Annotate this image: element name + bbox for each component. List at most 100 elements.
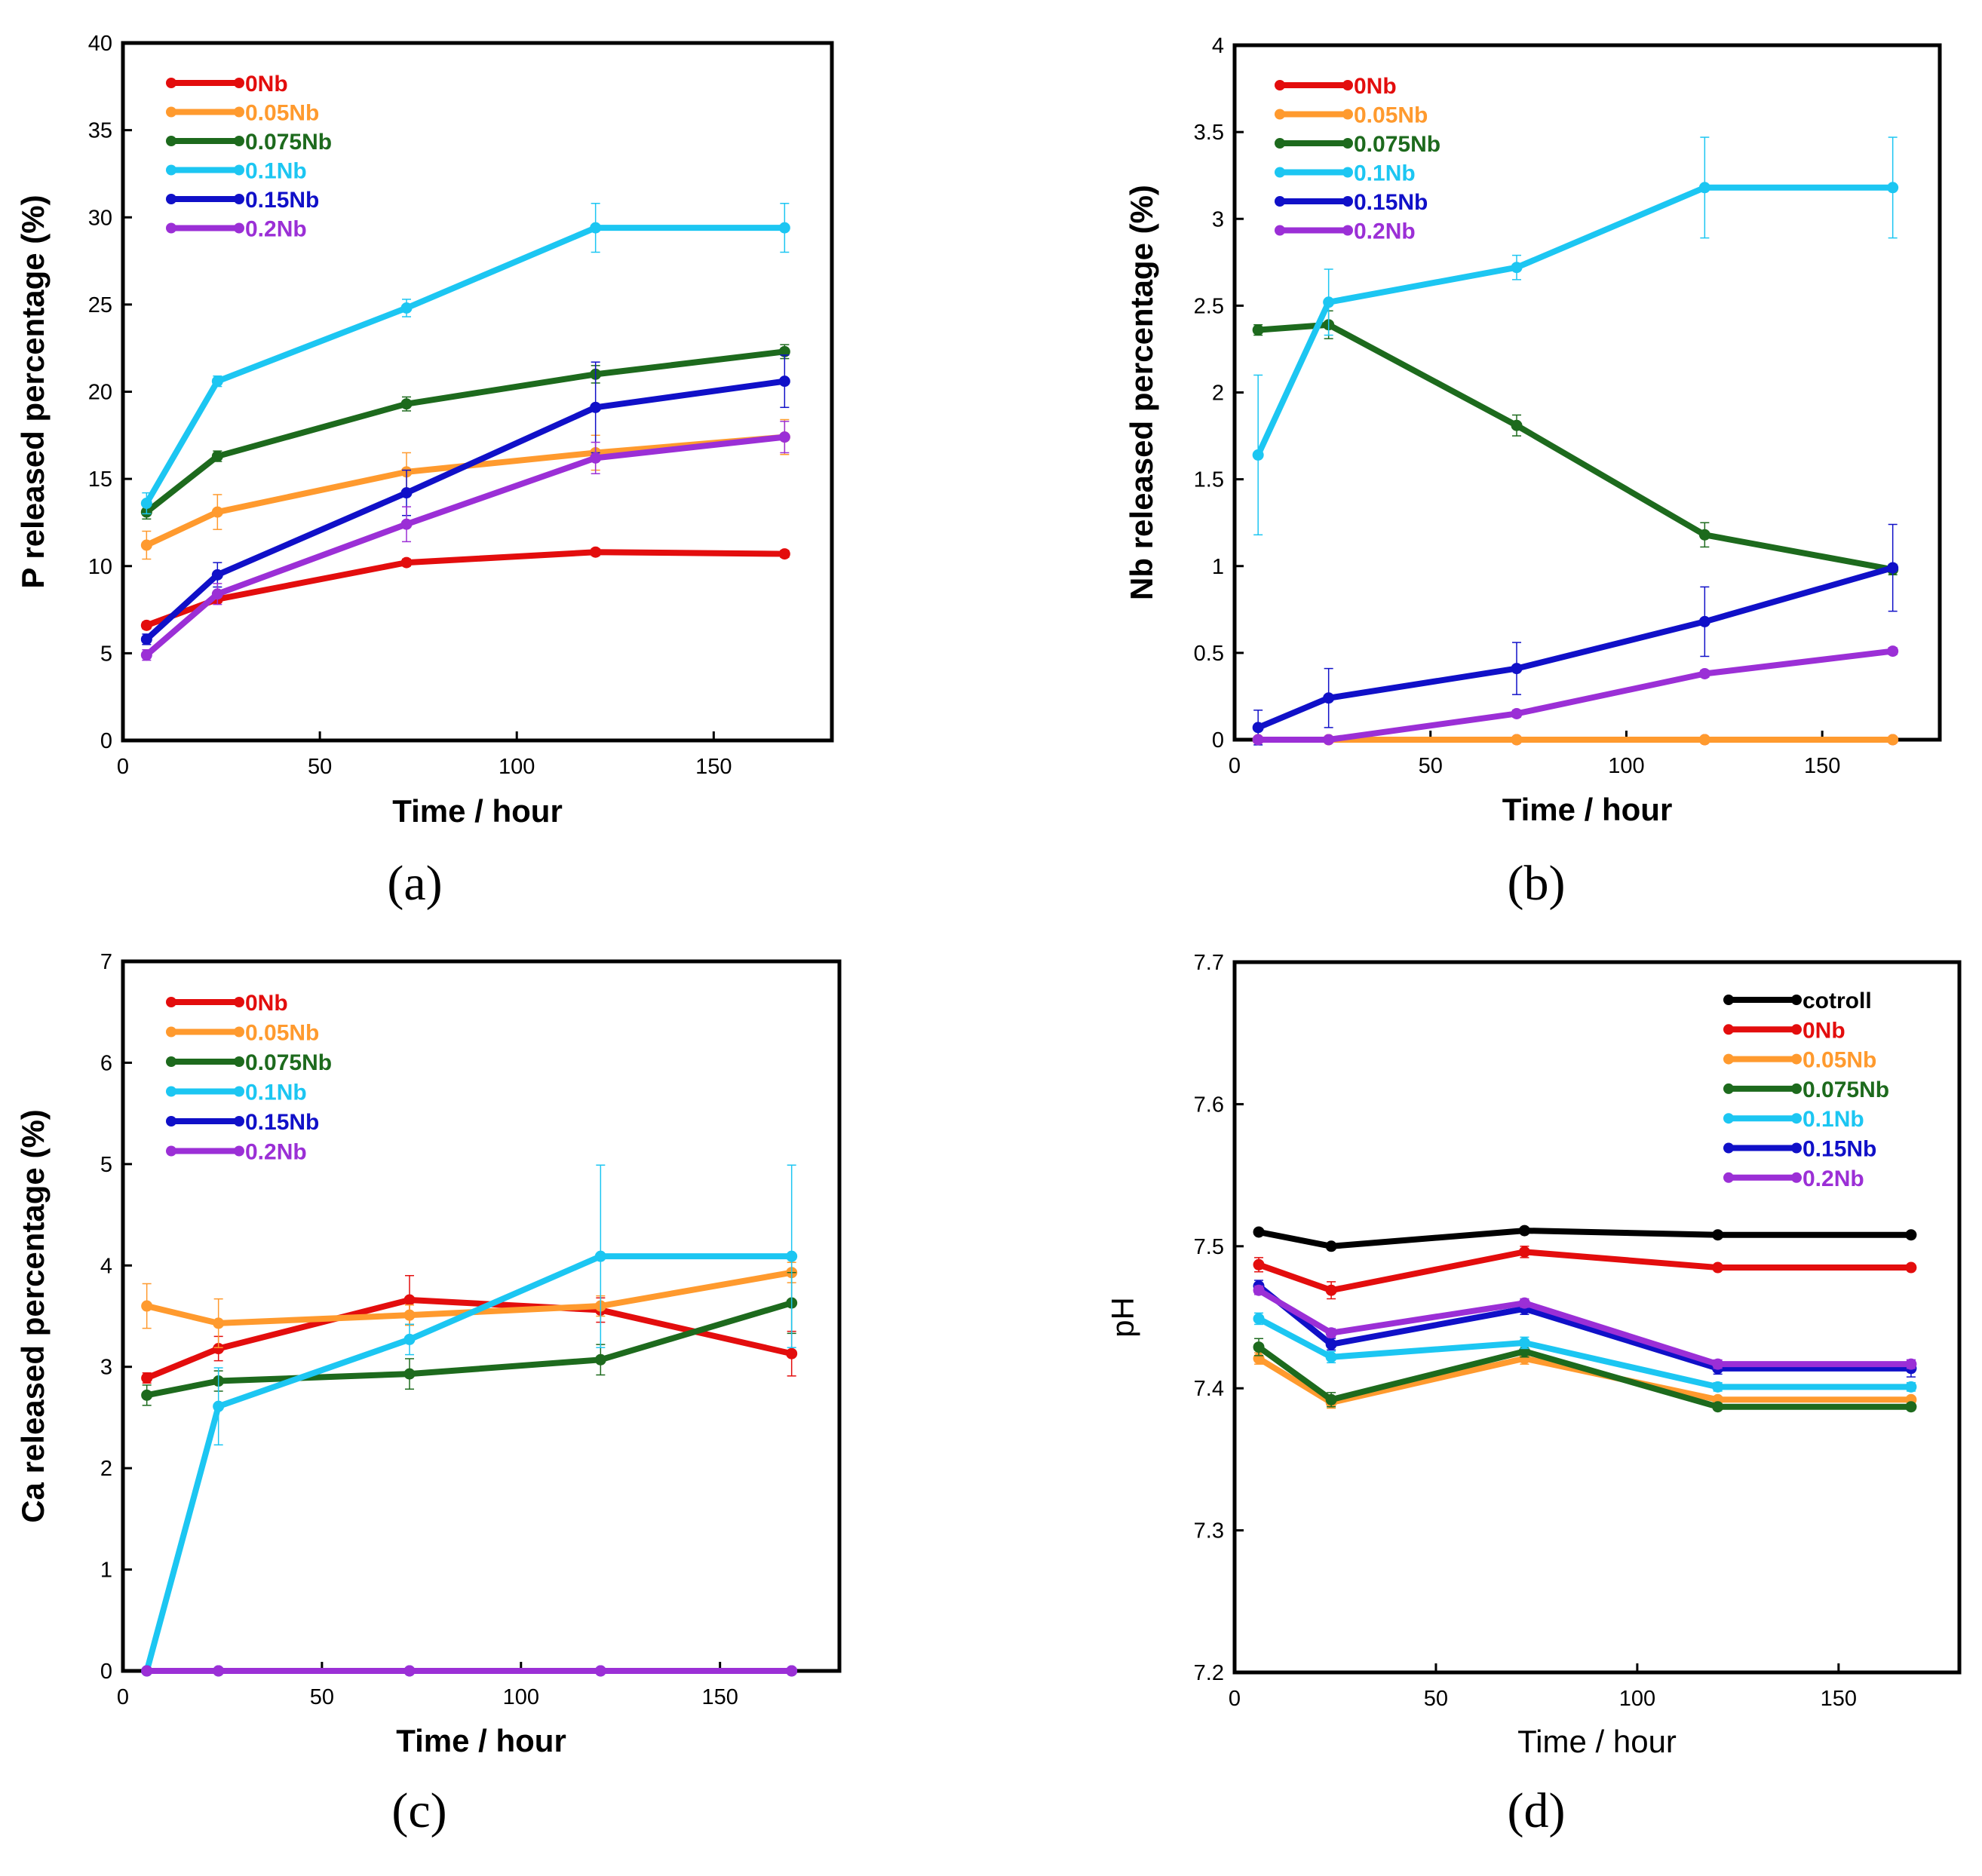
legend-swatch-marker — [166, 164, 176, 176]
y-tick-label: 1.5 — [1194, 468, 1224, 492]
legend-swatch-marker — [166, 222, 176, 234]
data-point — [1887, 734, 1899, 746]
legend-swatch-marker — [1723, 995, 1734, 1005]
legend: 0Nb 0.05Nb 0.075Nb 0.1Nb 0.15Nb 0.2Nb — [1275, 74, 1440, 244]
y-tick-label: 2 — [1212, 382, 1224, 406]
legend-label: 0.2Nb — [245, 217, 307, 242]
data-point — [594, 1665, 606, 1677]
legend-swatch-marker — [1723, 1113, 1734, 1124]
data-point — [1712, 1358, 1724, 1370]
data-point — [1518, 1246, 1530, 1258]
x-axis-label: Time / hour — [1517, 1724, 1677, 1759]
data-point — [1252, 722, 1264, 734]
panel-label: (a) — [387, 856, 442, 911]
y-axis-label: Nb released percentage (%) — [1124, 185, 1159, 600]
data-point — [403, 1665, 416, 1677]
y-tick-label: 5 — [100, 642, 112, 666]
data-point — [213, 1317, 225, 1329]
data-point — [1905, 1401, 1917, 1413]
data-point — [400, 518, 413, 530]
legend-swatch-marker — [234, 1116, 244, 1127]
x-tick-label: 150 — [1804, 754, 1840, 778]
data-point — [141, 1372, 153, 1384]
legend-label: 0.075Nb — [245, 130, 332, 155]
data-point — [1698, 668, 1710, 680]
legend-label: 0.1Nb — [1354, 161, 1416, 186]
legend-label: 0.1Nb — [245, 1081, 307, 1105]
series-0.1Nb — [140, 203, 790, 515]
data-point — [1252, 449, 1264, 461]
data-point — [778, 345, 790, 357]
legend-swatch-marker — [166, 194, 176, 204]
legend-swatch-marker — [234, 1145, 244, 1157]
data-point — [1511, 734, 1523, 746]
data-point — [400, 556, 413, 569]
legend-label: 0.075Nb — [1803, 1077, 1889, 1102]
panel-label: (b) — [1508, 856, 1566, 911]
data-point — [590, 222, 602, 234]
legend-swatch-marker — [1275, 138, 1285, 149]
legend-label: 0.05Nb — [1354, 103, 1428, 128]
y-tick-label: 6 — [100, 1051, 112, 1075]
legend-swatch-marker — [1791, 1142, 1802, 1154]
data-point — [1887, 562, 1899, 574]
legend-label: 0Nb — [1354, 74, 1397, 99]
y-tick-label: 1 — [100, 1559, 112, 1583]
series-0.05Nb — [140, 418, 790, 560]
legend-label: 0.2Nb — [1354, 219, 1416, 244]
data-point — [400, 487, 413, 499]
legend-swatch-marker — [166, 78, 176, 88]
data-point — [1518, 1337, 1530, 1349]
data-point — [403, 1368, 416, 1380]
y-tick-label: 7.4 — [1194, 1377, 1224, 1401]
y-tick-label: 3 — [1212, 207, 1224, 231]
legend-swatch-marker — [1723, 1083, 1734, 1094]
y-axis-label: P released percentage (%) — [15, 195, 51, 588]
legend-swatch-marker — [1791, 1053, 1802, 1065]
legend: 0Nb 0.05Nb 0.075Nb 0.1Nb 0.15Nb 0.2Nb — [166, 72, 332, 242]
legend-swatch-marker — [234, 194, 244, 204]
y-tick-label: 0 — [100, 729, 112, 753]
legend-swatch-marker — [166, 1056, 176, 1067]
data-point — [211, 569, 223, 581]
series-0.15Nb — [140, 354, 790, 645]
data-point — [590, 546, 602, 558]
data-point — [1252, 324, 1264, 336]
data-point — [213, 1400, 225, 1412]
legend-swatch-marker — [166, 997, 176, 1007]
data-point — [786, 1347, 798, 1359]
x-axis-label: Time / hour — [396, 1723, 566, 1758]
data-point — [1698, 734, 1710, 746]
series-line — [1255, 321, 1896, 573]
data-point — [1253, 1226, 1265, 1238]
legend-label: 0.15Nb — [245, 1110, 319, 1135]
data-point — [1253, 1341, 1265, 1353]
y-tick-label: 20 — [88, 381, 112, 405]
chart-b: 0 50 100 150 0 0.5 1 1.5 2 2.5 3 3.5 4 Time / hour Nb … — [1124, 34, 1942, 911]
x-tick-label: 50 — [1419, 754, 1443, 778]
legend-swatch-marker — [234, 136, 244, 146]
y-tick-label: 2.5 — [1194, 294, 1224, 318]
legend-label: 0.1Nb — [1803, 1107, 1864, 1132]
data-point — [140, 539, 152, 551]
series-0Nb — [140, 546, 790, 631]
y-tick-label: 7 — [100, 950, 112, 974]
legend-label: 0Nb — [1803, 1018, 1845, 1043]
data-point — [141, 1300, 153, 1312]
legend-label: 0.15Nb — [1354, 190, 1428, 215]
x-tick-label: 50 — [1424, 1687, 1448, 1711]
series-0.05Nb — [141, 1261, 798, 1348]
data-point — [140, 619, 152, 631]
legend-swatch-marker — [234, 164, 244, 176]
data-point — [590, 401, 602, 413]
data-point — [786, 1250, 798, 1262]
data-point — [1712, 1261, 1724, 1274]
data-point — [1511, 262, 1523, 274]
x-tick-label: 150 — [1821, 1687, 1857, 1711]
y-tick-label: 7.3 — [1194, 1519, 1224, 1543]
data-point — [1253, 1284, 1265, 1296]
data-point — [594, 1250, 606, 1262]
legend-swatch-marker — [1342, 167, 1353, 178]
y-tick-label: 5 — [100, 1153, 112, 1177]
